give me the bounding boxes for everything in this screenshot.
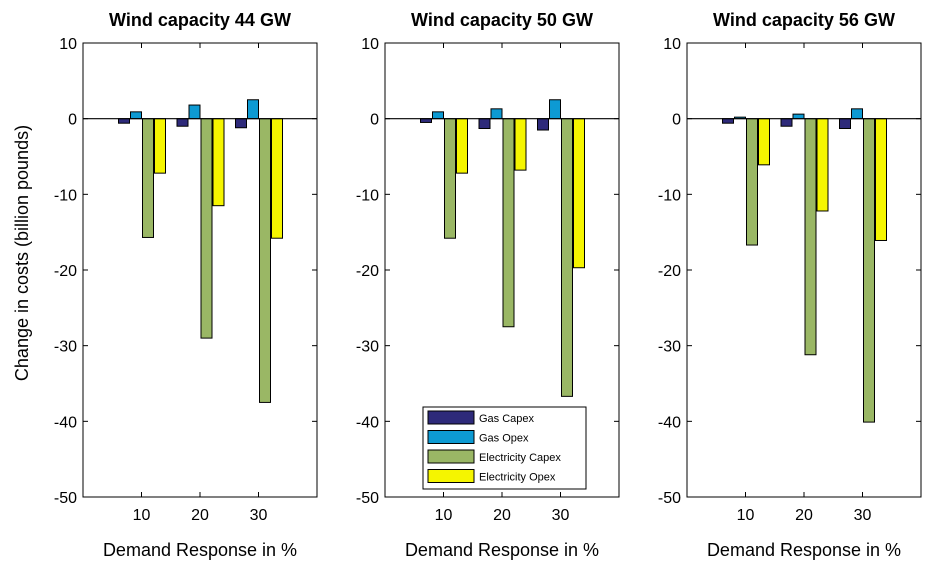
x-axis-label: Demand Response in % bbox=[707, 540, 901, 560]
chart-panel-2: 10 0 -10 -20 -30 -40 -50 10 20 30 Wind capacity 50… bbox=[356, 10, 620, 560]
y-tick-label: 10 bbox=[663, 36, 681, 53]
legend-label-electricity-opex: Electricity Opex bbox=[479, 472, 556, 484]
x-tick-label: 20 bbox=[191, 507, 209, 524]
y-tick-label: 10 bbox=[361, 36, 379, 53]
y-tick-label: -50 bbox=[356, 490, 379, 507]
bar-electricity-capex-30 bbox=[863, 118, 875, 423]
bar-gas-opex-10 bbox=[130, 111, 142, 120]
legend-swatch-electricity-opex bbox=[427, 469, 475, 483]
bar-electricity-opex-20 bbox=[514, 118, 527, 171]
bar-electricity-capex-20 bbox=[502, 118, 515, 328]
plot-area bbox=[686, 42, 922, 498]
bar-gas-capex-30 bbox=[839, 118, 851, 130]
y-tick-label: 0 bbox=[672, 112, 681, 129]
y-tick-label: -40 bbox=[54, 414, 77, 431]
bar-electricity-opex-30 bbox=[875, 118, 887, 241]
x-tick-label: 20 bbox=[493, 507, 511, 524]
legend-label-gas-opex: Gas Opex bbox=[479, 433, 529, 445]
bar-gas-capex-20 bbox=[780, 118, 793, 127]
y-tick-label: -50 bbox=[54, 490, 77, 507]
bar-gas-capex-10 bbox=[118, 118, 130, 124]
charts-group: 10 0 -10 -20 -30 -40 -50 10 20 30 Wind capacity 44… bbox=[54, 10, 922, 560]
bar-electricity-capex-10 bbox=[746, 118, 758, 246]
y-tick-label: -10 bbox=[54, 187, 77, 204]
y-tick-label: 10 bbox=[59, 36, 77, 53]
legend: Gas Capex Gas Opex Electricity Capex Electr… bbox=[422, 406, 587, 490]
x-tick-label: 30 bbox=[552, 507, 570, 524]
bar-gas-opex-30 bbox=[851, 108, 863, 120]
bar-electricity-opex-10 bbox=[456, 118, 468, 174]
bar-gas-capex-20 bbox=[176, 118, 189, 127]
y-tick-label: -30 bbox=[356, 339, 379, 356]
bar-electricity-capex-10 bbox=[444, 118, 456, 239]
bar-gas-opex-20 bbox=[188, 104, 201, 120]
y-tick-label: -30 bbox=[54, 339, 77, 356]
chart-title: Wind capacity 50 GW bbox=[411, 10, 593, 30]
bar-electricity-opex-10 bbox=[154, 118, 166, 174]
legend-swatch-electricity-capex bbox=[427, 449, 475, 464]
legend-swatch-gas-capex bbox=[427, 410, 475, 425]
bar-electricity-capex-30 bbox=[259, 118, 271, 403]
y-tick-label: -40 bbox=[356, 414, 379, 431]
x-axis-label: Demand Response in % bbox=[405, 540, 599, 560]
y-axis-label: Change in costs (billion pounds) bbox=[12, 125, 32, 381]
bar-electricity-opex-20 bbox=[816, 118, 829, 212]
bar-electricity-opex-30 bbox=[271, 118, 283, 239]
y-tick-label: -10 bbox=[356, 187, 379, 204]
legend-swatch-gas-opex bbox=[427, 430, 475, 444]
y-tick-label: -40 bbox=[658, 414, 681, 431]
x-tick-label: 20 bbox=[795, 507, 813, 524]
bar-electricity-capex-20 bbox=[200, 118, 213, 339]
bar-gas-opex-30 bbox=[549, 99, 561, 120]
chart-title: Wind capacity 56 GW bbox=[713, 10, 895, 30]
bar-gas-capex-30 bbox=[235, 118, 247, 129]
bar-gas-opex-30 bbox=[247, 99, 259, 120]
chart-panel-1: 10 0 -10 -20 -30 -40 -50 10 20 30 Wind capacity 44… bbox=[54, 10, 318, 560]
x-tick-label: 10 bbox=[435, 507, 453, 524]
bar-electricity-capex-10 bbox=[142, 118, 154, 238]
chart-title: Wind capacity 44 GW bbox=[109, 10, 291, 30]
y-tick-label: -20 bbox=[658, 263, 681, 280]
legend-label-electricity-capex: Electricity Capex bbox=[479, 452, 561, 464]
bar-gas-opex-10 bbox=[432, 111, 444, 120]
bar-gas-opex-20 bbox=[792, 113, 805, 120]
x-tick-label: 10 bbox=[133, 507, 151, 524]
bar-electricity-opex-30 bbox=[573, 118, 585, 269]
y-tick-label: 0 bbox=[68, 112, 77, 129]
y-tick-label: -50 bbox=[658, 490, 681, 507]
x-axis-label: Demand Response in % bbox=[103, 540, 297, 560]
y-tick-label: -20 bbox=[54, 263, 77, 280]
y-tick-label: 0 bbox=[370, 112, 379, 129]
bar-gas-opex-20 bbox=[490, 108, 503, 120]
bar-electricity-opex-10 bbox=[758, 118, 770, 166]
x-tick-label: 10 bbox=[737, 507, 755, 524]
legend-label-gas-capex: Gas Capex bbox=[479, 413, 535, 425]
x-tick-label: 30 bbox=[854, 507, 872, 524]
bar-gas-capex-30 bbox=[537, 118, 549, 131]
bar-electricity-capex-30 bbox=[561, 118, 573, 397]
bar-gas-capex-10 bbox=[722, 118, 734, 124]
bar-electricity-opex-20 bbox=[212, 118, 225, 207]
chart-panel-3: 10 0 -10 -20 -30 -40 -50 10 20 30 Wind capacity 56… bbox=[658, 10, 922, 560]
bar-electricity-capex-20 bbox=[804, 118, 817, 356]
y-tick-label: -20 bbox=[356, 263, 379, 280]
bar-gas-capex-20 bbox=[478, 118, 491, 130]
x-tick-label: 30 bbox=[250, 507, 268, 524]
y-tick-label: -10 bbox=[658, 187, 681, 204]
y-tick-label: -30 bbox=[658, 339, 681, 356]
